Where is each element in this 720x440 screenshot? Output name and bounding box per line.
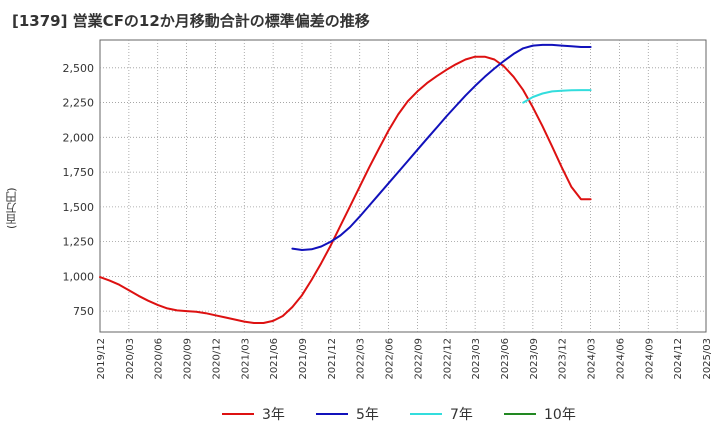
x-tick-label: 2022/03	[356, 338, 367, 380]
legend-label-2: 7年	[450, 407, 473, 423]
x-tick-label: 2023/09	[529, 338, 540, 380]
legend: 3年 5年 7年 10年	[222, 407, 576, 423]
x-tick-label: 2021/03	[240, 338, 251, 380]
x-tick-label: 2022/06	[385, 338, 396, 380]
x-tick-label: 2021/09	[298, 338, 309, 380]
legend-label-0: 3年	[262, 407, 285, 423]
y-tick-label: 1,000	[63, 270, 95, 283]
x-tick-label: 2024/12	[673, 338, 684, 380]
x-tick-label: 2021/06	[269, 338, 280, 380]
series-line-2	[522, 89, 592, 104]
y-tick-label: 2,250	[63, 97, 95, 110]
plot-area	[99, 39, 707, 333]
y-tick-label: 1,750	[63, 166, 95, 179]
legend-label-1: 5年	[356, 407, 379, 423]
x-tick-label: 2021/12	[327, 338, 338, 380]
y-tick-label: 2,000	[63, 131, 95, 144]
x-tick-label: 2023/06	[500, 338, 511, 380]
y-tick-label: 750	[73, 305, 94, 318]
x-tick-label: 2024/06	[615, 338, 626, 380]
y-tick-label: 1,250	[63, 236, 95, 249]
x-tick-label: 2020/12	[211, 338, 222, 380]
x-tick-label: 2022/09	[413, 338, 424, 380]
x-tick-label: 2020/03	[125, 338, 136, 380]
x-tick-label: 2023/03	[471, 338, 482, 380]
y-tick-label: 1,500	[63, 201, 95, 214]
chart-title: [1379] 営業CFの12か月移動合計の標準偏差の推移	[12, 12, 370, 30]
x-tick-label: 2020/09	[183, 338, 194, 380]
x-tick-label: 2023/12	[558, 338, 569, 380]
x-tick-label: 2022/12	[442, 338, 453, 380]
legend-label-3: 10年	[544, 407, 576, 423]
x-tick-label: 2024/09	[644, 338, 655, 380]
series-layer	[99, 43, 592, 324]
series-line-1	[291, 43, 592, 251]
x-tick-label: 2024/03	[587, 338, 598, 380]
tick-layer: 750 1,000 1,250 1,500 1,750 2,000 2,250 2,500 20…	[63, 62, 714, 380]
grid-layer	[100, 40, 706, 332]
y-tick-label: 2,500	[63, 62, 95, 75]
x-tick-label: 2020/06	[154, 338, 165, 380]
x-tick-label: 2019/12	[96, 338, 107, 380]
series-line-0	[99, 55, 592, 324]
x-tick-label: 2025/03	[702, 338, 713, 380]
